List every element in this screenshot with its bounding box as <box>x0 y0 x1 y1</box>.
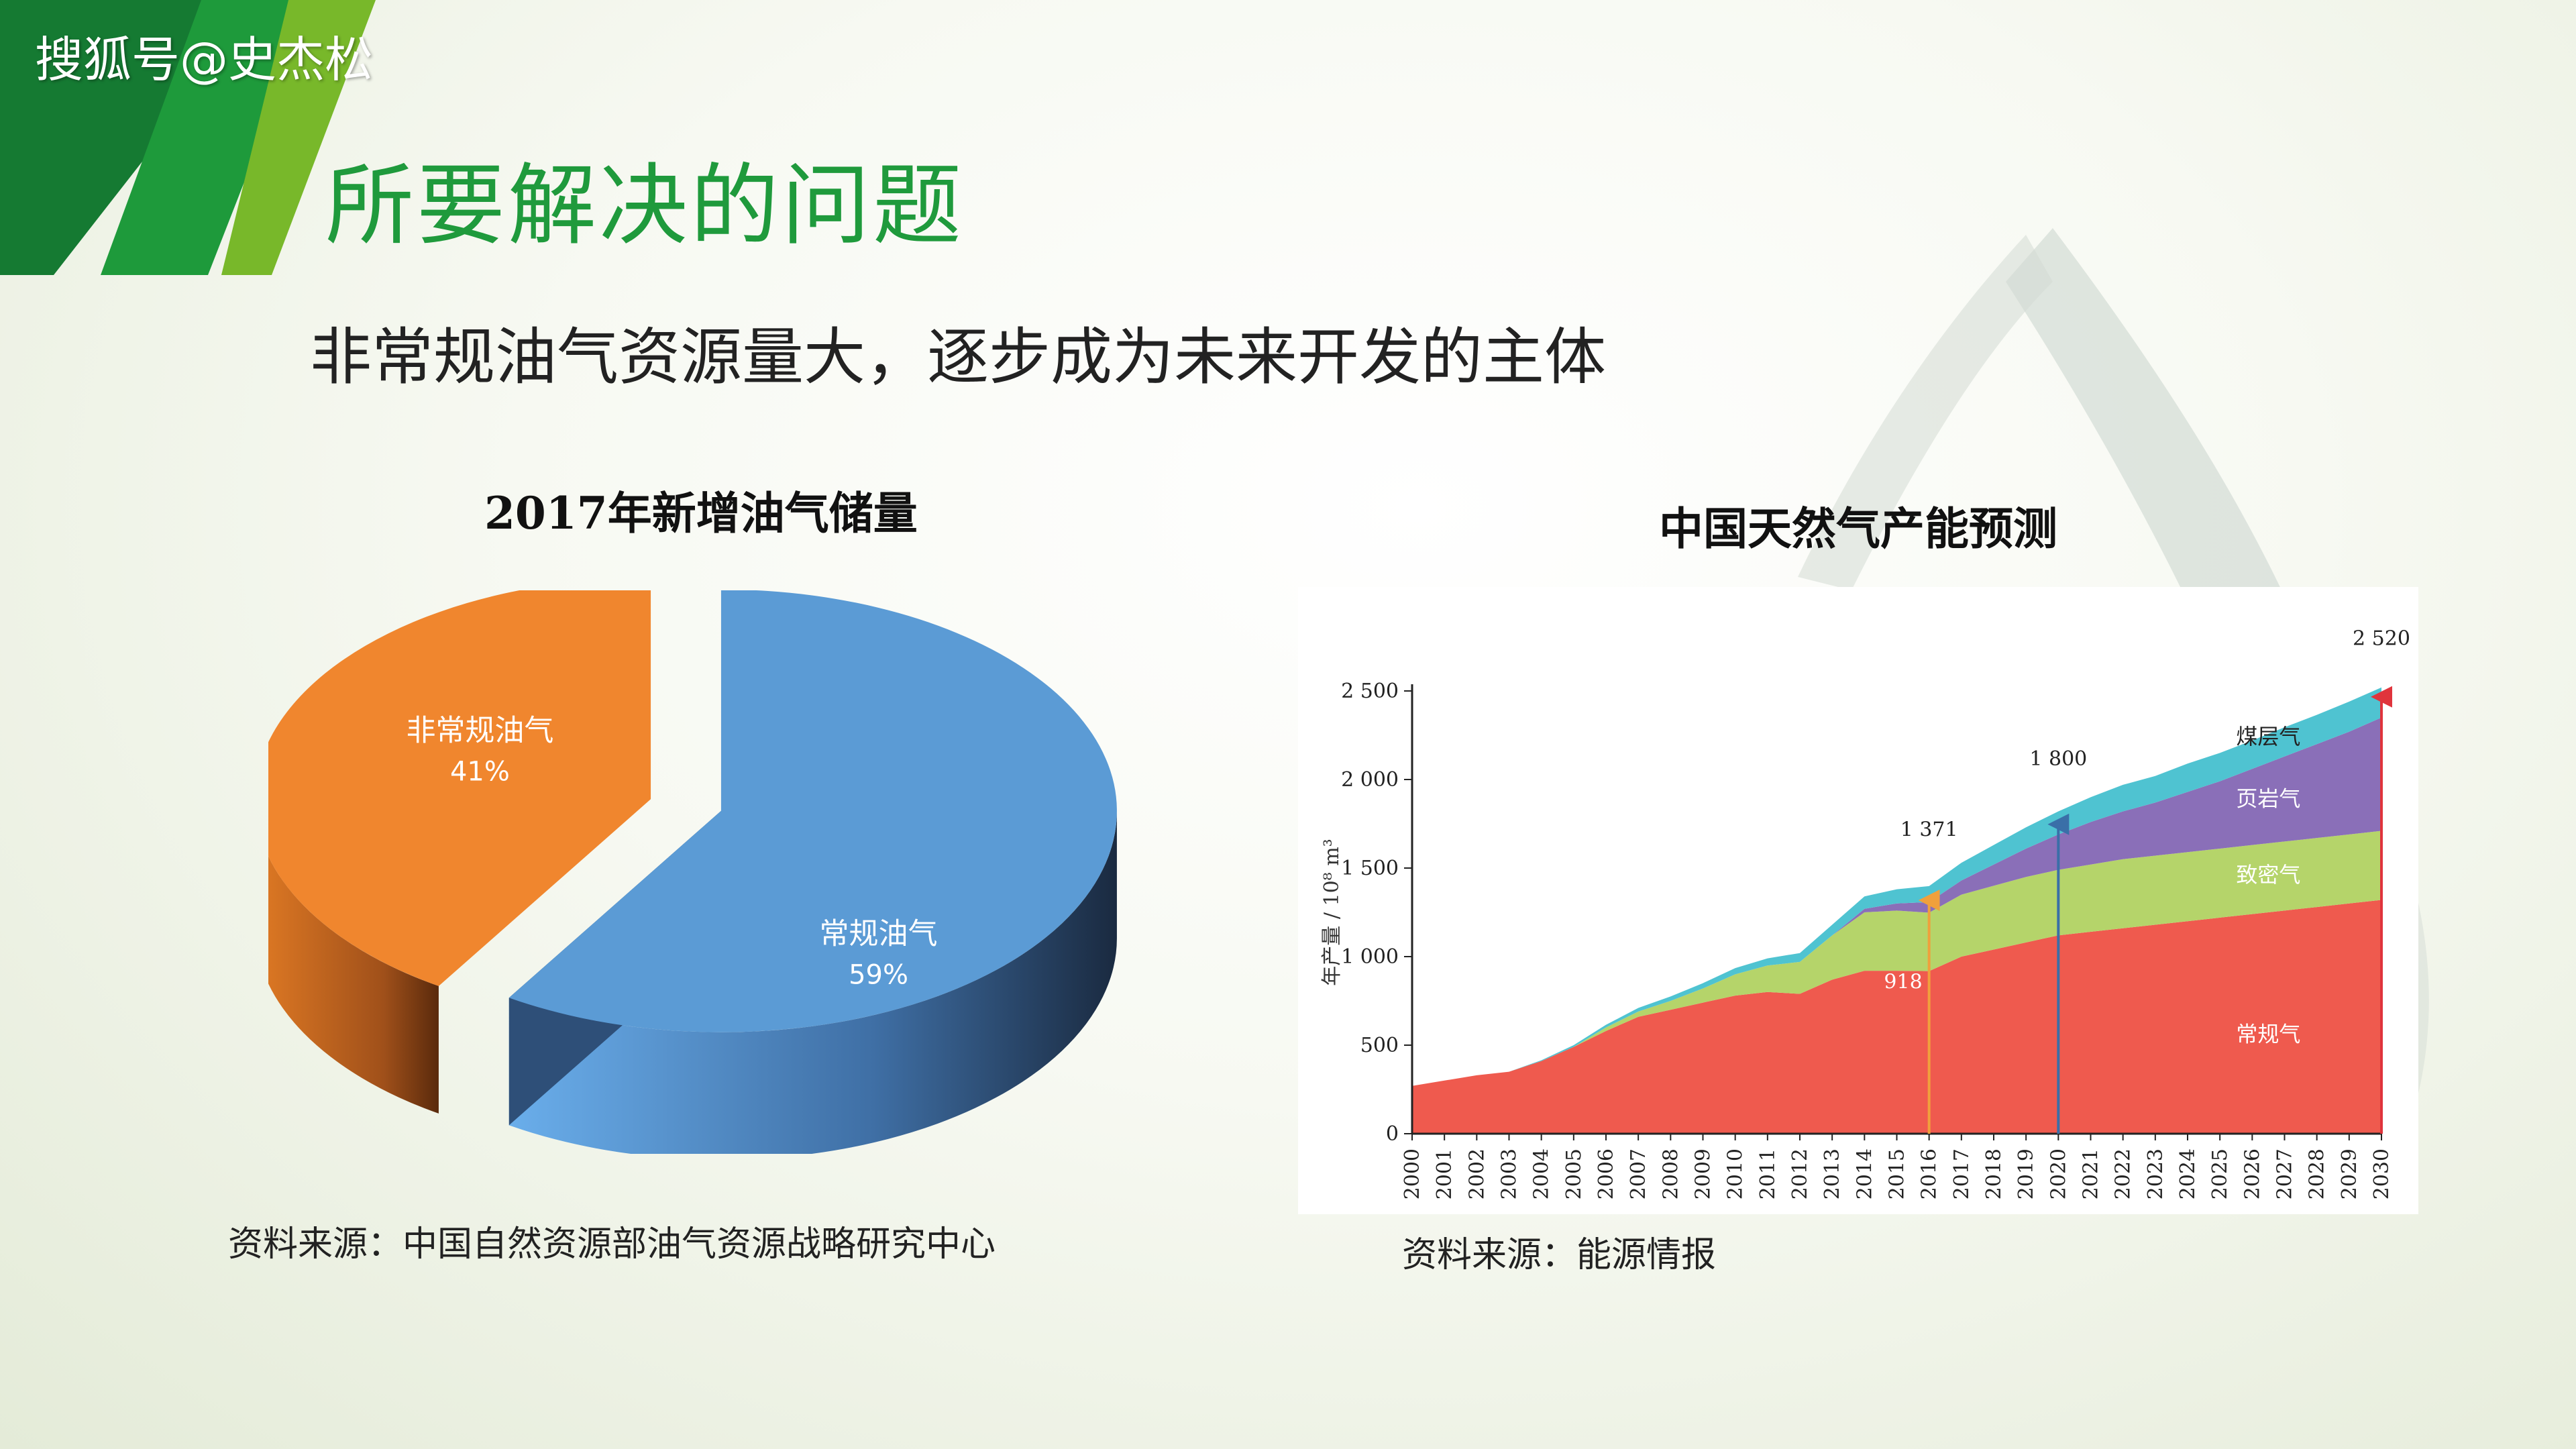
pie-slice-side <box>268 856 439 1114</box>
x-tick-label: 2017 <box>1950 1148 1974 1199</box>
x-tick-label: 2027 <box>2273 1148 2297 1199</box>
pie-slice-side <box>508 810 1117 1154</box>
x-tick-label: 2001 <box>1433 1148 1456 1199</box>
area-series-0 <box>1412 900 2381 1134</box>
x-tick-label: 2022 <box>2112 1148 2135 1199</box>
pie-slice-value: 41% <box>450 756 510 787</box>
x-tick-label: 2028 <box>2306 1148 2329 1199</box>
pie-slice-label: 常规油气 <box>820 917 938 951</box>
background-leaf-shape <box>2006 228 2294 657</box>
x-tick-label: 2002 <box>1465 1148 1489 1199</box>
pie-slice-top <box>268 590 651 986</box>
annotation-label: 1 371 <box>1900 818 1958 841</box>
area-chart: 0 500 1 000 1 500 2 000 2 500 2000 2001 2002 2003… <box>1320 627 2410 1199</box>
x-tick-label: 2025 <box>2208 1148 2232 1199</box>
x-tick-label: 2014 <box>1853 1148 1876 1199</box>
x-tick-label: 2024 <box>2176 1148 2200 1199</box>
x-tick-label: 2008 <box>1659 1148 1682 1199</box>
x-tick-label: 2030 <box>2370 1148 2394 1199</box>
x-tick-label: 2029 <box>2338 1148 2361 1199</box>
x-tick-label: 2016 <box>1918 1148 1941 1199</box>
x-tick-label: 2011 <box>1756 1148 1780 1199</box>
x-tick-label: 2023 <box>2144 1148 2167 1199</box>
area-series-3 <box>1412 687 2381 1086</box>
pie-chart-title: 2017年新增油气储量 <box>484 487 918 539</box>
x-tick-label: 2000 <box>1401 1148 1424 1199</box>
y-tick-label: 1 000 <box>1341 945 1399 969</box>
header-stripe-mid <box>101 0 315 275</box>
pie-slice-value: 59% <box>849 960 908 991</box>
series-label: 页岩气 <box>2236 786 2300 812</box>
header-stripe-light <box>221 0 376 275</box>
y-tick-label: 1 500 <box>1341 857 1399 880</box>
x-tick-label: 2015 <box>1886 1148 1909 1199</box>
x-tick-label: 2026 <box>2241 1148 2264 1199</box>
slide-title: 所要解决的问题 <box>325 154 964 258</box>
x-tick-label: 2013 <box>1821 1148 1844 1199</box>
series-label: 煤层气 <box>2236 724 2300 749</box>
x-tick-label: 2006 <box>1595 1148 1618 1199</box>
y-tick-label: 0 <box>1386 1122 1399 1146</box>
background-leaf-shape-2 <box>1798 235 2053 590</box>
pie-chart-source: 资料来源：中国自然资源部油气资源战略研究中心 <box>228 1224 996 1265</box>
x-tick-label: 2010 <box>1724 1148 1748 1199</box>
x-tick-label: 2021 <box>2080 1148 2103 1199</box>
area-chart-title: 中国天然气产能预测 <box>1659 502 2057 555</box>
x-tick-label: 2012 <box>1788 1148 1812 1199</box>
pie-slice-label: 非常规油气 <box>406 713 553 747</box>
y-tick-label: 500 <box>1360 1034 1399 1057</box>
area-chart-source: 资料来源：能源情报 <box>1402 1235 1717 1275</box>
y-tick-label: 2 500 <box>1341 680 1399 703</box>
y-tick-label: 2 000 <box>1341 768 1399 792</box>
area-chart-panel: 0 500 1 000 1 500 2 000 2 500 2000 2001 2002 2003… <box>1298 587 2418 1214</box>
area-series-1 <box>1412 830 2381 1086</box>
pie-chart: 常规油气 59% 非常规油气 41% <box>268 590 1117 1154</box>
pie-slice-conventional: 常规油气 59% <box>508 590 1117 1154</box>
x-tick-label: 2005 <box>1562 1148 1586 1199</box>
annotation-label: 918 <box>1884 971 1922 994</box>
area-series-2 <box>1412 717 2381 1086</box>
x-tick-label: 2007 <box>1627 1148 1650 1199</box>
x-tick-label: 2018 <box>1982 1148 2006 1199</box>
x-tick-label: 2019 <box>2015 1148 2038 1199</box>
y-axis-title: 年产量 / 10⁸ m³ <box>1320 839 1344 985</box>
x-tick-label: 2003 <box>1498 1148 1521 1199</box>
annotation-label: 2 520 <box>2353 627 2410 650</box>
slide-subtitle: 非常规油气资源量大，逐步成为未来开发的主体 <box>310 321 1607 393</box>
series-label: 致密气 <box>2236 862 2300 888</box>
annotation-label: 1 800 <box>2029 747 2087 771</box>
series-label: 常规气 <box>2236 1022 2300 1047</box>
x-tick-label: 2009 <box>1692 1148 1715 1199</box>
pie-slice-top <box>508 590 1117 1032</box>
x-tick-label: 2020 <box>2047 1148 2070 1199</box>
watermark: 搜狐号@史杰松 <box>35 32 374 88</box>
pie-slice-unconventional: 非常规油气 41% <box>268 590 651 1114</box>
x-tick-label: 2004 <box>1530 1148 1554 1199</box>
